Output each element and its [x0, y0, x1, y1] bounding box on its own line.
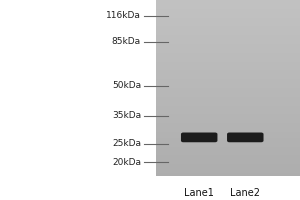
Bar: [156, 53, 300, 56]
Bar: [156, 103, 300, 106]
Bar: [156, 47, 300, 50]
Bar: [156, 167, 300, 170]
Bar: [156, 173, 300, 176]
Text: Lane1: Lane1: [184, 188, 214, 198]
Bar: [156, 153, 300, 155]
Bar: [156, 29, 300, 32]
Bar: [156, 70, 300, 73]
Bar: [156, 120, 300, 123]
Text: 85kDa: 85kDa: [112, 37, 141, 46]
Bar: [156, 91, 300, 94]
Bar: [156, 44, 300, 47]
Bar: [156, 0, 300, 3]
Bar: [156, 88, 300, 91]
Bar: [156, 41, 300, 44]
Bar: [156, 56, 300, 59]
Bar: [156, 164, 300, 167]
Bar: [156, 111, 300, 114]
Bar: [156, 3, 300, 6]
FancyBboxPatch shape: [181, 133, 218, 142]
Text: Lane2: Lane2: [230, 188, 260, 198]
Bar: [156, 126, 300, 129]
Bar: [156, 123, 300, 126]
Bar: [156, 138, 300, 141]
Bar: [156, 155, 300, 158]
Bar: [156, 97, 300, 100]
Bar: [156, 114, 300, 117]
Bar: [156, 18, 300, 21]
Bar: [156, 161, 300, 164]
Bar: [156, 62, 300, 65]
Text: 25kDa: 25kDa: [112, 139, 141, 148]
Bar: [156, 23, 300, 26]
Bar: [156, 79, 300, 82]
Bar: [156, 135, 300, 138]
Bar: [156, 158, 300, 161]
Bar: [156, 132, 300, 135]
Bar: [156, 129, 300, 132]
Bar: [156, 150, 300, 153]
Bar: [156, 147, 300, 150]
Bar: [156, 21, 300, 23]
Bar: [156, 141, 300, 144]
FancyBboxPatch shape: [227, 133, 263, 142]
Bar: [156, 109, 300, 111]
Bar: [156, 38, 300, 41]
Text: 35kDa: 35kDa: [112, 111, 141, 120]
Bar: [156, 106, 300, 109]
Bar: [156, 65, 300, 67]
Text: 50kDa: 50kDa: [112, 81, 141, 90]
Bar: [156, 117, 300, 120]
Bar: [156, 12, 300, 15]
Text: 20kDa: 20kDa: [112, 158, 141, 167]
Bar: [156, 85, 300, 88]
Bar: [156, 94, 300, 97]
Bar: [156, 6, 300, 9]
Bar: [156, 59, 300, 62]
Bar: [156, 73, 300, 76]
Bar: [156, 35, 300, 38]
Bar: [156, 15, 300, 18]
Bar: [156, 9, 300, 12]
Text: 116kDa: 116kDa: [106, 11, 141, 20]
Bar: [156, 76, 300, 79]
Bar: [156, 170, 300, 173]
Bar: [156, 100, 300, 103]
Bar: [156, 26, 300, 29]
Bar: [156, 67, 300, 70]
Bar: [156, 32, 300, 35]
Bar: [156, 82, 300, 85]
Bar: [156, 144, 300, 147]
Bar: [156, 50, 300, 53]
